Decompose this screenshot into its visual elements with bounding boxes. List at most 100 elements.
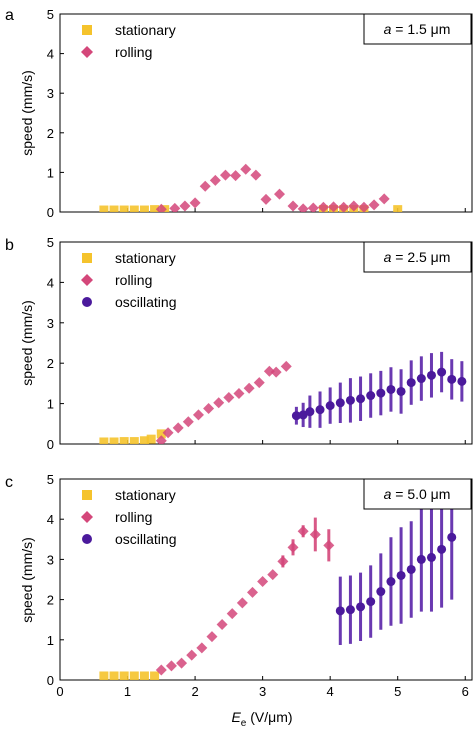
oscillating-point [386,384,396,394]
rolling-point [179,200,191,212]
panel-a-frame [59,13,473,213]
rolling-point [236,597,248,609]
oscillating-point [356,602,366,612]
panel-c-xtick-label: 0 [56,684,63,699]
legend-stationary-label: stationary [115,22,176,38]
panel-a-ytick-label: 4 [47,47,54,62]
panel-a-size-frame [363,13,472,45]
panel-c-ytick-label: 1 [47,633,54,648]
rolling-point [172,422,184,434]
panel-c-xtick-label: 5 [394,684,401,699]
rolling-point [358,201,370,212]
rolling-point [219,169,231,181]
stationary-point [156,429,166,439]
panel-a-size-box: a = 1.5 μm [363,13,472,45]
rolling-point [246,586,258,598]
panel-c-size-box: a = 5.0 μm [363,478,472,510]
panel-a-ytick-label: 5 [47,7,54,22]
rolling-point [263,365,275,377]
oscillating-point [291,411,301,421]
stationary-point [146,434,156,444]
rolling-point [223,392,235,404]
panel-c-size-text: a = 5.0 μm [384,486,451,502]
rolling-point [199,180,211,192]
rolling-point [368,199,380,211]
rolling-point [162,427,174,439]
panel-b-size-frame [363,241,472,273]
oscillating-point [396,570,406,580]
legend-rolling-label: rolling [115,509,152,525]
stationary-point [139,436,149,444]
rolling-point [186,649,198,661]
panel-b-frame [59,241,473,445]
rolling-point [257,576,269,588]
legend-stationary-marker [82,253,92,263]
oscillating-point [447,532,457,542]
rolling-point [348,200,360,212]
rolling-point [203,402,215,414]
legend-stationary-marker [82,25,92,35]
panel-b-ylabel: speed (mm/s) [19,300,35,386]
stationary-point [109,671,119,680]
rolling-point [213,397,225,409]
panel-c-legend: stationary rolling oscillating [81,487,176,547]
x-axis-label: Ee (V/μm) [231,709,292,729]
panel-b-legend: stationary rolling oscillating [81,250,176,310]
panel-c-frame [59,478,473,681]
stationary-point [393,205,403,212]
stationary-point [139,205,149,212]
legend-oscillating-label: oscillating [115,531,176,547]
oscillating-point [457,376,467,386]
panel-a-ytick-label: 1 [47,165,54,180]
panel-c-ytick-label: 5 [47,472,54,487]
stationary-point [119,671,129,680]
panel-a-ytick-label: 2 [47,126,54,141]
rolling-point [274,188,286,200]
rolling-point [206,631,218,643]
panel-b-ytick-label: 2 [47,356,54,371]
panel-c-size-frame [363,478,472,510]
oscillating-point [325,401,335,411]
oscillating-point [426,552,436,562]
rolling-point [169,202,181,212]
legend-stationary-label: stationary [115,250,176,266]
oscillating-point [416,554,426,564]
rolling-point [338,201,350,212]
rolling-point [155,203,167,212]
stationary-point [129,437,139,444]
rolling-point [277,555,289,567]
panel-c-yticks: 0 1 2 3 4 5 [47,472,64,688]
legend-oscillating-marker [82,297,92,307]
panel-a-yticks: 0 1 2 3 4 5 [47,7,64,220]
rolling-point [233,388,245,399]
stationary-point [150,671,160,680]
rolling-point [192,409,204,421]
rolling-point [287,200,299,212]
rolling-point [226,608,238,620]
panel-c-xtick-label: 1 [124,684,131,699]
panel-b-ytick-label: 1 [47,397,54,412]
panel-b-yticks: 0 1 2 3 4 5 [47,235,64,452]
panel-c-ylabel: speed (mm/s) [19,537,35,623]
panel-c-xtick-label: 6 [462,684,469,699]
rolling-point [243,382,255,394]
oscillating-point [406,564,416,574]
panel-c: c speed (mm/s) 0 1 2 3 4 5 0 1 2 3 4 5 6 stationary… [5,472,473,699]
panel-b-ytick-label: 4 [47,275,54,290]
rolling-point [216,619,228,631]
oscillating-point [406,378,416,388]
panel-a-ylabel: speed (mm/s) [19,70,35,156]
rolling-point [196,642,208,654]
legend-oscillating-label: oscillating [115,294,176,310]
rolling-point [230,170,242,182]
panel-a-ytick-label: 3 [47,86,54,101]
oscillating-point [315,405,325,415]
stationary-point [99,671,109,680]
rolling-point [323,539,335,551]
stationary-point [109,437,119,444]
oscillating-point [366,597,376,607]
rolling-point [328,201,340,212]
panel-c-ytick-label: 4 [47,512,54,527]
rolling-point [253,377,265,389]
